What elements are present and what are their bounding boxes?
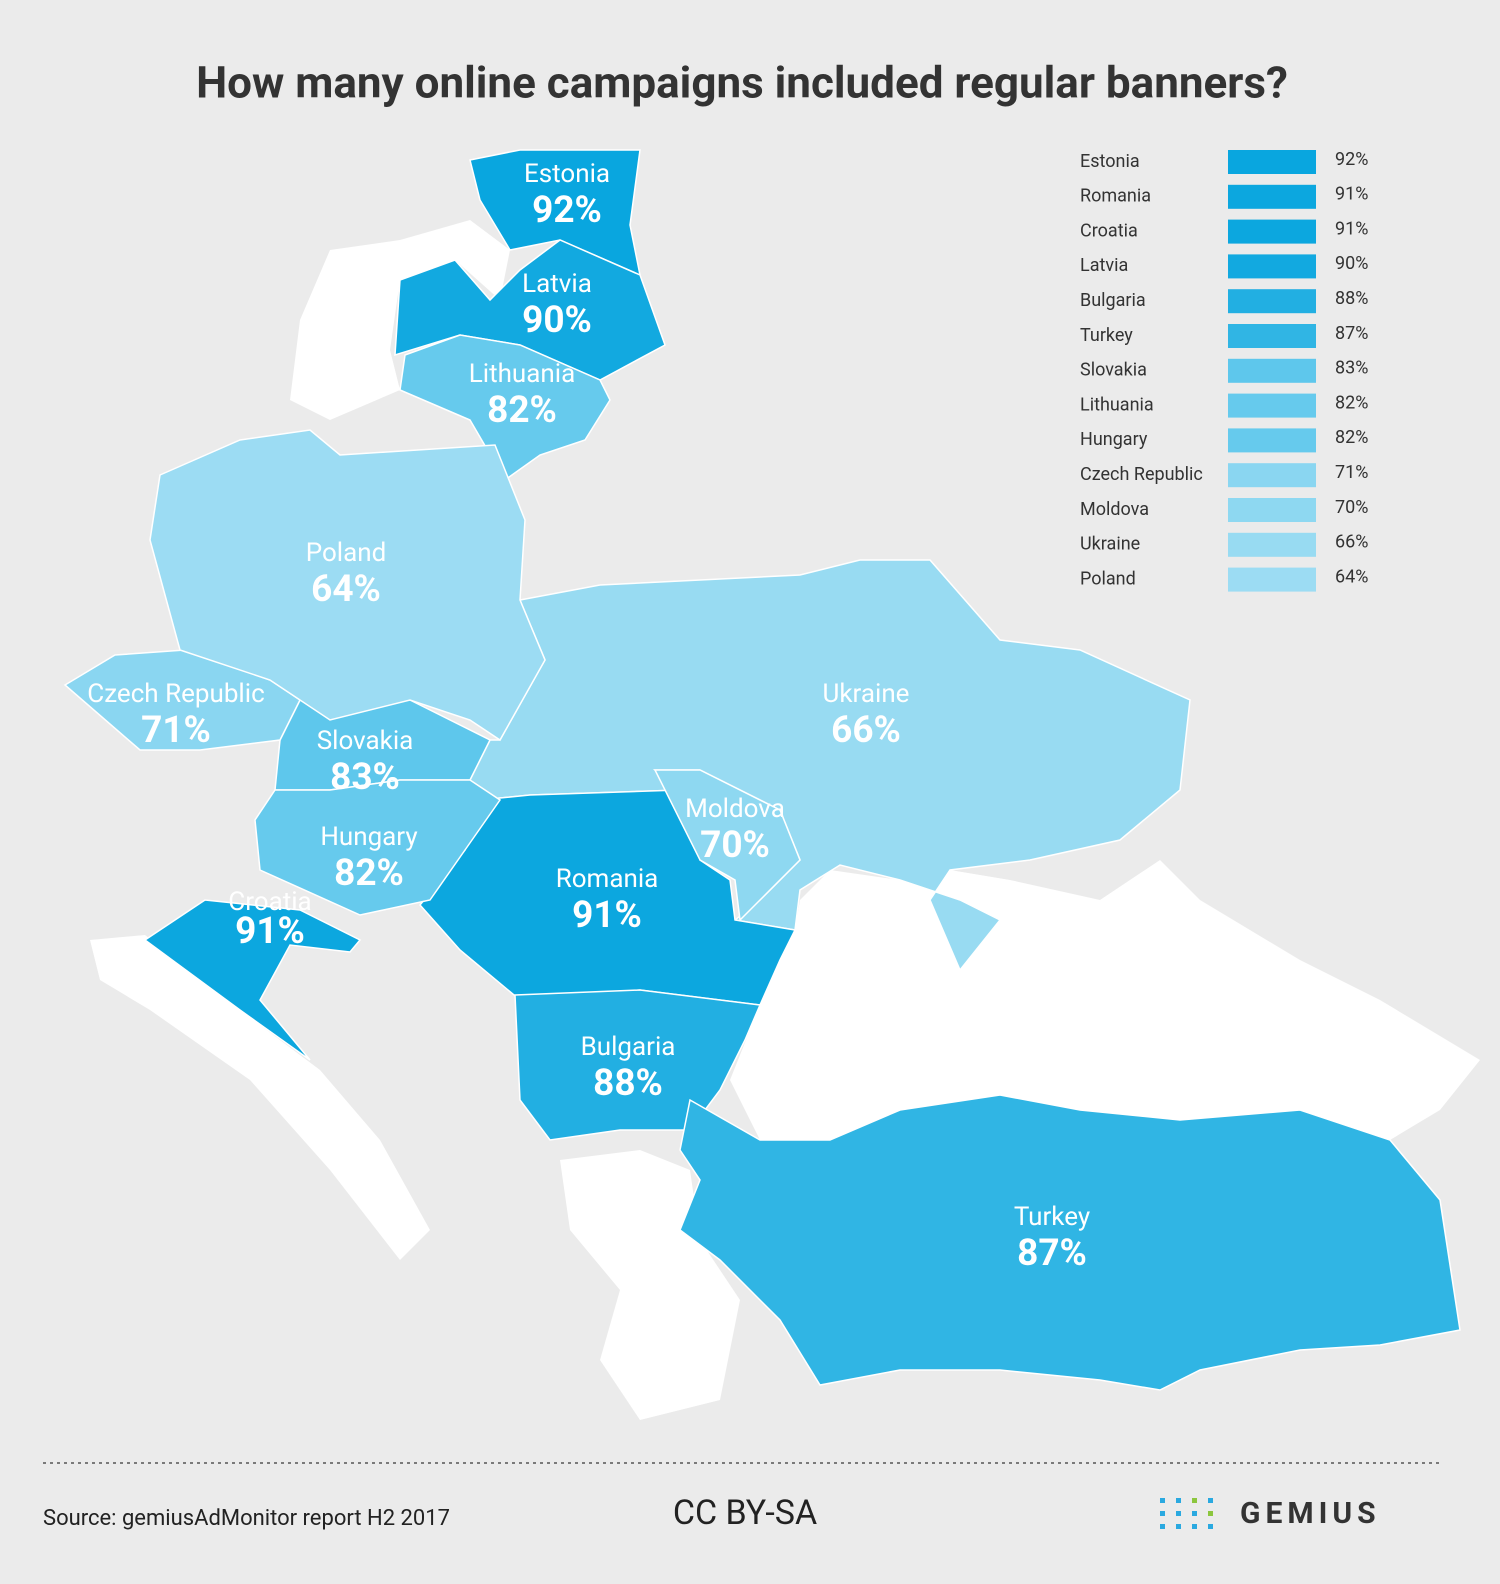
legend-swatch	[1228, 498, 1316, 522]
legend-swatch	[1228, 219, 1316, 244]
legend-value: 70%	[1335, 497, 1368, 518]
legend-value: 91%	[1335, 184, 1368, 205]
region-value: 82%	[487, 389, 557, 432]
legend-value: 87%	[1335, 323, 1368, 344]
legend-swatch	[1228, 567, 1316, 592]
logo-mark	[1160, 1498, 1213, 1529]
legend-swatch	[1228, 358, 1316, 383]
legend-value: 91%	[1335, 218, 1368, 239]
legend-name: Estonia	[1080, 151, 1140, 172]
region-name: Romania	[556, 864, 659, 894]
region-name: Moldova	[685, 794, 785, 824]
legend-value: 64%	[1335, 566, 1368, 587]
legend-value: 82%	[1335, 427, 1368, 448]
legend-name: Hungary	[1080, 429, 1148, 450]
adriatic-sea	[90, 935, 430, 1260]
legend: Estonia 92% Romania 91% Croatia 91% Latvia 90% B…	[1080, 149, 1368, 592]
legend-swatch	[1228, 463, 1316, 488]
region-name: Bulgaria	[581, 1032, 676, 1062]
legend-value: 71%	[1335, 462, 1368, 483]
legend-swatch	[1228, 150, 1316, 174]
legend-value: 66%	[1335, 532, 1368, 553]
legend-swatch	[1228, 184, 1316, 209]
region-name: Slovakia	[317, 726, 414, 756]
region-value: 71%	[141, 709, 211, 752]
region-value: 88%	[593, 1062, 663, 1105]
region-value: 91%	[235, 910, 305, 953]
legend-swatch	[1228, 254, 1316, 279]
legend-name: Turkey	[1080, 325, 1133, 346]
region-name: Croatia	[228, 887, 311, 917]
region-name: Hungary	[320, 822, 417, 852]
black-sea	[730, 860, 1480, 1140]
region-name: Ukraine	[823, 679, 910, 709]
legend-name: Bulgaria	[1080, 290, 1146, 311]
legend-name: Ukraine	[1080, 534, 1140, 555]
legend-value: 83%	[1335, 358, 1368, 379]
region	[399, 334, 611, 482]
legend-name: Czech Republic	[1080, 464, 1203, 485]
baltic-sea	[290, 220, 510, 420]
legend-name: Croatia	[1080, 220, 1138, 241]
legend-name: Romania	[1080, 186, 1151, 207]
region-name: Lithuania	[469, 359, 575, 389]
region	[653, 769, 801, 922]
legend-name: Lithuania	[1080, 394, 1154, 415]
license: CC BY-SA	[673, 1493, 817, 1533]
legend-swatch	[1228, 289, 1316, 314]
legend-swatch	[1228, 428, 1316, 453]
legend-value: 82%	[1335, 392, 1368, 413]
logo: GEMIUS	[1240, 1496, 1381, 1531]
region-value: 87%	[1017, 1232, 1087, 1275]
region-value: 64%	[311, 568, 381, 611]
region-value: 90%	[522, 299, 592, 342]
region	[143, 899, 362, 1061]
region-value: 82%	[334, 852, 404, 895]
legend-name: Moldova	[1080, 499, 1149, 520]
legend-swatch	[1228, 393, 1316, 418]
region-name: Turkey	[1014, 1202, 1090, 1232]
region	[254, 779, 502, 916]
region-value: 70%	[700, 824, 770, 867]
legend-value: 92%	[1335, 149, 1368, 170]
region-name: Estonia	[524, 159, 610, 189]
legend-value: 90%	[1335, 253, 1368, 274]
region-name: Czech Republic	[87, 679, 264, 709]
region-name: Latvia	[522, 269, 592, 299]
legend-swatch	[1228, 324, 1316, 348]
legend-name: Poland	[1080, 568, 1136, 589]
region-name: Poland	[306, 538, 387, 568]
title: How many online campaigns included regul…	[196, 57, 1288, 109]
legend-value: 88%	[1335, 288, 1368, 309]
region-value: 91%	[572, 894, 642, 937]
regions	[63, 149, 1461, 1391]
source: Source: gemiusAdMonitor report H2 2017	[43, 1506, 450, 1531]
region-value: 83%	[330, 756, 400, 799]
map-labels: Estonia92%Romania91%Croatia91%Latvia90%B…	[87, 159, 1090, 1275]
region-value: 92%	[532, 189, 602, 232]
region	[679, 1094, 1461, 1391]
region	[149, 429, 546, 742]
legend-swatch	[1228, 532, 1316, 557]
region-value: 66%	[831, 709, 901, 752]
legend-name: Slovakia	[1080, 360, 1147, 381]
legend-name: Latvia	[1080, 255, 1128, 276]
